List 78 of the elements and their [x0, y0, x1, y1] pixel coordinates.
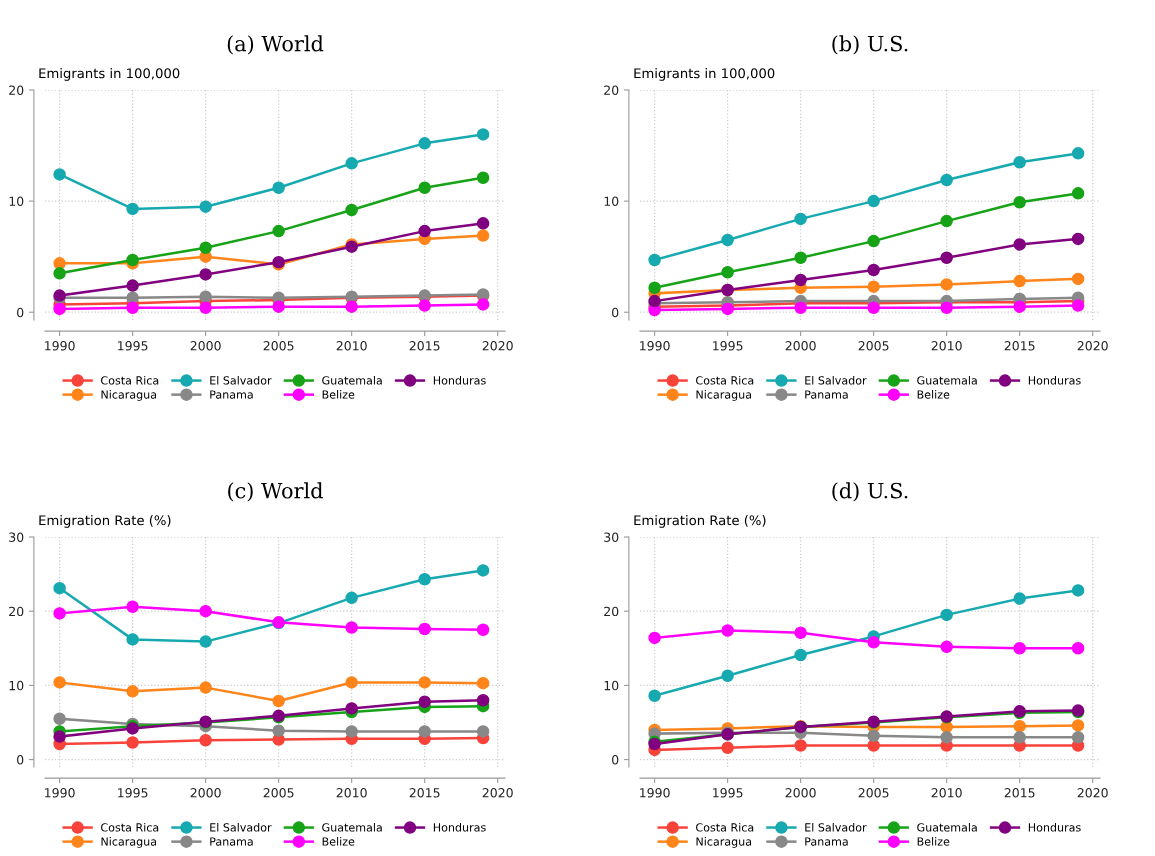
- y-tick-label: 10: [9, 196, 24, 207]
- x-tick-label: 1990: [640, 341, 670, 351]
- x-tick-label: 2000: [785, 788, 816, 798]
- legend-label: Honduras: [1028, 823, 1081, 832]
- y-tick-label: 30: [9, 532, 24, 542]
- x-tick-label: 2010: [931, 788, 962, 798]
- y-tick-label: 10: [604, 680, 619, 691]
- y-tick-label: 20: [604, 606, 619, 617]
- x-tick-label: 2020: [482, 341, 513, 351]
- legend-label: Panama: [210, 390, 253, 399]
- legend-label: El Salvador: [805, 376, 867, 385]
- legend-label: Belize: [322, 837, 355, 846]
- legend-label: Guatemala: [917, 376, 977, 385]
- y-tick-label: 20: [9, 606, 24, 617]
- legend-label: Panama: [805, 390, 848, 399]
- chart-title: (a) World: [227, 35, 324, 55]
- x-tick-label: 2010: [336, 788, 367, 798]
- chart-title: (d) U.S.: [832, 482, 908, 502]
- x-tick-label: 1990: [45, 341, 75, 351]
- chart-title: (b) U.S.: [832, 35, 908, 55]
- x-tick-label: 2020: [1077, 341, 1108, 351]
- y-tick-label: 10: [604, 196, 619, 207]
- x-tick-label: 2000: [190, 788, 221, 798]
- legend-label: Costa Rica: [696, 376, 754, 385]
- legend-label: Nicaragua: [696, 390, 752, 401]
- y-axis-title: Emigration Rate (%): [634, 515, 766, 528]
- y-axis-title: Emigrants in 100,000: [634, 68, 775, 81]
- legend-label: Nicaragua: [101, 390, 157, 401]
- y-tick-label: 20: [9, 85, 24, 95]
- x-tick-label: 2005: [263, 788, 294, 798]
- legend-label: El Salvador: [210, 376, 272, 385]
- y-tick-label: 20: [604, 85, 619, 95]
- x-tick-label: 2020: [482, 788, 513, 798]
- legend-label: Nicaragua: [101, 837, 157, 848]
- y-tick-label: 10: [9, 680, 24, 691]
- y-axis-title: Emigration Rate (%): [39, 515, 171, 528]
- x-tick-label: 2015: [1004, 341, 1035, 351]
- legend-label: Costa Rica: [101, 376, 159, 385]
- x-tick-label: 2015: [409, 341, 440, 351]
- x-tick-label: 1990: [45, 788, 75, 798]
- legend-label: Guatemala: [917, 823, 977, 832]
- chart-title: (c) World: [228, 482, 323, 502]
- legend-label: Belize: [322, 390, 355, 399]
- legend-label: Honduras: [433, 376, 486, 385]
- x-tick-label: 1995: [713, 788, 743, 798]
- legend-label: Honduras: [1028, 376, 1081, 385]
- legend-label: Costa Rica: [696, 823, 754, 832]
- y-axis-title: Emigrants in 100,000: [39, 68, 180, 81]
- legend-label: Nicaragua: [696, 837, 752, 848]
- legend-label: Panama: [805, 837, 848, 846]
- legend-label: El Salvador: [210, 823, 272, 832]
- y-tick-label: 0: [17, 307, 24, 318]
- x-tick-label: 1995: [118, 788, 148, 798]
- x-tick-label: 2010: [336, 341, 367, 351]
- legend-label: Belize: [917, 390, 950, 399]
- x-tick-label: 2015: [1004, 788, 1035, 798]
- legend-label: Honduras: [433, 823, 486, 832]
- x-tick-label: 2010: [931, 341, 962, 351]
- legend-label: Panama: [210, 837, 253, 846]
- x-tick-label: 1995: [118, 341, 148, 351]
- x-tick-label: 2005: [858, 788, 889, 798]
- x-tick-label: 2000: [785, 341, 816, 351]
- y-tick-label: 30: [604, 532, 619, 542]
- x-tick-label: 2005: [263, 341, 294, 351]
- x-tick-label: 1995: [713, 341, 743, 351]
- y-tick-label: 0: [612, 755, 619, 765]
- x-tick-label: 2015: [409, 788, 440, 798]
- x-tick-label: 2000: [190, 341, 221, 351]
- legend-label: Costa Rica: [101, 823, 159, 832]
- legend-label: Guatemala: [322, 376, 382, 385]
- x-tick-label: 2005: [858, 341, 889, 351]
- x-tick-label: 2020: [1077, 788, 1108, 798]
- x-tick-label: 1990: [640, 788, 670, 798]
- legend-label: El Salvador: [805, 823, 867, 832]
- y-tick-label: 0: [17, 755, 24, 765]
- legend-label: Guatemala: [322, 823, 382, 832]
- y-tick-label: 0: [612, 307, 619, 318]
- legend-label: Belize: [917, 837, 950, 846]
